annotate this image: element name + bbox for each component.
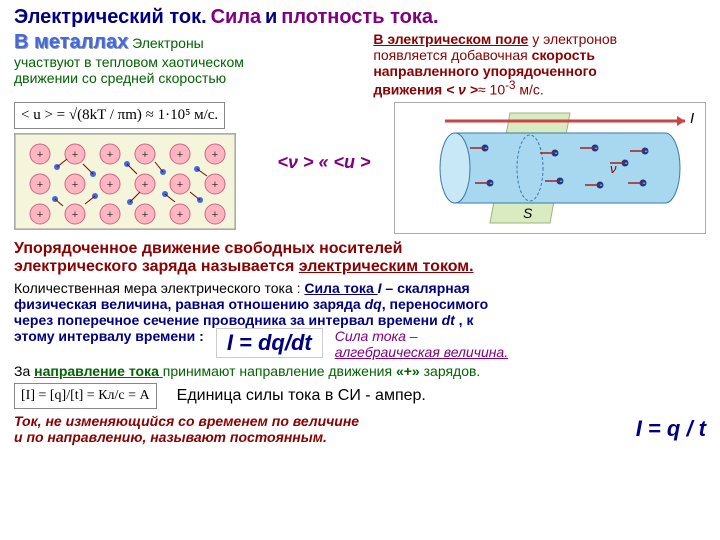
def-line2b: электрическим током.: [299, 258, 474, 275]
svg-text:+: +: [177, 179, 183, 191]
q3: через поперечное сечение проводника за и…: [14, 312, 442, 328]
speed-formula-box: < u > = √(8kT / πm) ≈ 1·10⁵ м/с. + + + + + + …: [14, 102, 254, 233]
cylinder-diagram: I S −−−− −−−−− ν: [394, 102, 706, 234]
d1a: За: [14, 363, 34, 379]
svg-text:ν: ν: [610, 161, 617, 176]
title-part4: плотность тока.: [281, 6, 438, 28]
diagrams-row: < u > = √(8kT / πm) ≈ 1·10⁵ м/с. + + + + + + …: [14, 102, 706, 234]
constant-row: Ток, не изменяющийся со временем по вели…: [14, 413, 706, 445]
q2b: dq: [365, 296, 382, 312]
svg-text:+: +: [37, 209, 43, 221]
d1b: направление тока: [34, 363, 163, 379]
q1b: Сила тока: [304, 280, 377, 296]
d1d: «+»: [396, 363, 420, 379]
right-r4b: < ν >: [446, 82, 478, 98]
page-title: Электрический ток. Сила и плотность тока…: [14, 6, 706, 29]
left-l1a: Электроны: [132, 35, 204, 51]
right-r2b: скорость: [532, 47, 595, 63]
definition-block: Упорядоченное движение свободных носител…: [14, 240, 706, 276]
title-part1: Электрический ток.: [14, 6, 207, 28]
svg-text:+: +: [142, 209, 148, 221]
def-line2a: электрического заряда называется: [14, 258, 299, 275]
svg-text:+: +: [107, 179, 113, 191]
right-r3: направленного упорядоченного: [373, 63, 597, 79]
lattice-svg: + + + + + + + + + + + + + + + + + +: [15, 134, 235, 229]
q1d: – скалярная: [382, 280, 470, 296]
svg-text:+: +: [212, 149, 218, 161]
q3b: dt: [442, 312, 455, 328]
svg-text:+: +: [142, 179, 148, 191]
svg-text:S: S: [523, 205, 533, 221]
unit-text: Единица силы тока в СИ - ампер.: [177, 387, 426, 405]
right-r1a: В электрическом поле: [373, 31, 528, 47]
svg-text:+: +: [37, 179, 43, 191]
q2c: , переносимого: [382, 296, 489, 312]
right-r1b: у электронов: [528, 31, 617, 47]
q3c: , к: [455, 312, 474, 328]
formula-main: I = dq/dt: [216, 328, 323, 358]
d1c: принимают направление движения: [163, 363, 396, 379]
right-r4c: ≈ 10: [478, 82, 505, 98]
unit-formula: [I] = [q]/[t] = Кл/с = А: [14, 383, 157, 409]
title-part3: и: [265, 6, 277, 28]
svg-text:+: +: [142, 149, 148, 161]
q2: физическая величина, равная отношению за…: [14, 296, 365, 312]
svg-text:+: +: [177, 209, 183, 221]
right-r4d: -3: [505, 79, 515, 92]
right-r2: появляется добавочная: [373, 47, 531, 63]
direction-line: За направление тока принимают направлени…: [14, 363, 706, 379]
algebraic-note: Сила тока – алгебраическая величина.: [335, 328, 508, 360]
quantity-block: Количественная мера электрического тока …: [14, 280, 706, 360]
const-l1: Ток, не изменяющийся со временем по вели…: [14, 413, 626, 429]
d1e: зарядов.: [420, 363, 481, 379]
svg-text:+: +: [107, 209, 113, 221]
unit-row: [I] = [q]/[t] = Кл/с = А Единица силы то…: [14, 383, 706, 409]
metals-label: В металлах: [14, 31, 128, 53]
speed-formula: < u > = √(8kT / πm) ≈ 1·10⁵ м/с.: [14, 102, 225, 129]
svg-text:+: +: [72, 149, 78, 161]
def-line1: Упорядоченное движение свободных носител…: [14, 240, 706, 258]
svg-text:+: +: [107, 149, 113, 161]
svg-text:+: +: [72, 179, 78, 191]
q4: этому интервалу времени :: [14, 328, 204, 344]
right-r4a: движения: [373, 82, 446, 98]
svg-text:+: +: [177, 149, 183, 161]
intro-left: В металлах Электроны участвуют в теплово…: [14, 31, 363, 98]
svg-text:I: I: [690, 110, 694, 127]
svg-text:+: +: [212, 179, 218, 191]
cylinder-svg: I S −−−− −−−−− ν: [395, 103, 705, 233]
right-r4e: м/с.: [516, 82, 544, 98]
lattice-diagram: + + + + + + + + + + + + + + + + + +: [14, 133, 236, 230]
svg-text:+: +: [72, 209, 78, 221]
q1a: Количественная мера электрического тока …: [14, 280, 304, 296]
relation-text: <ν > « <u >: [277, 152, 370, 172]
formula-const: I = q / t: [636, 416, 706, 442]
svg-text:+: +: [212, 209, 218, 221]
intro-right: В электрическом поле у электронов появля…: [373, 31, 706, 98]
intro-row: В металлах Электроны участвуют в теплово…: [14, 31, 706, 98]
center-relation: <ν > « <u >: [264, 102, 384, 173]
const-l2: и по направлению, называют постоянным.: [14, 429, 626, 445]
svg-text:+: +: [37, 149, 43, 161]
left-l2: участвуют в тепловом хаотическом: [14, 54, 244, 70]
alg1: Сила тока –: [335, 328, 418, 344]
left-l3: движении со средней скоростью: [14, 70, 226, 86]
alg2: алгебраическая величина.: [335, 344, 508, 360]
title-part2: Сила: [211, 6, 262, 28]
